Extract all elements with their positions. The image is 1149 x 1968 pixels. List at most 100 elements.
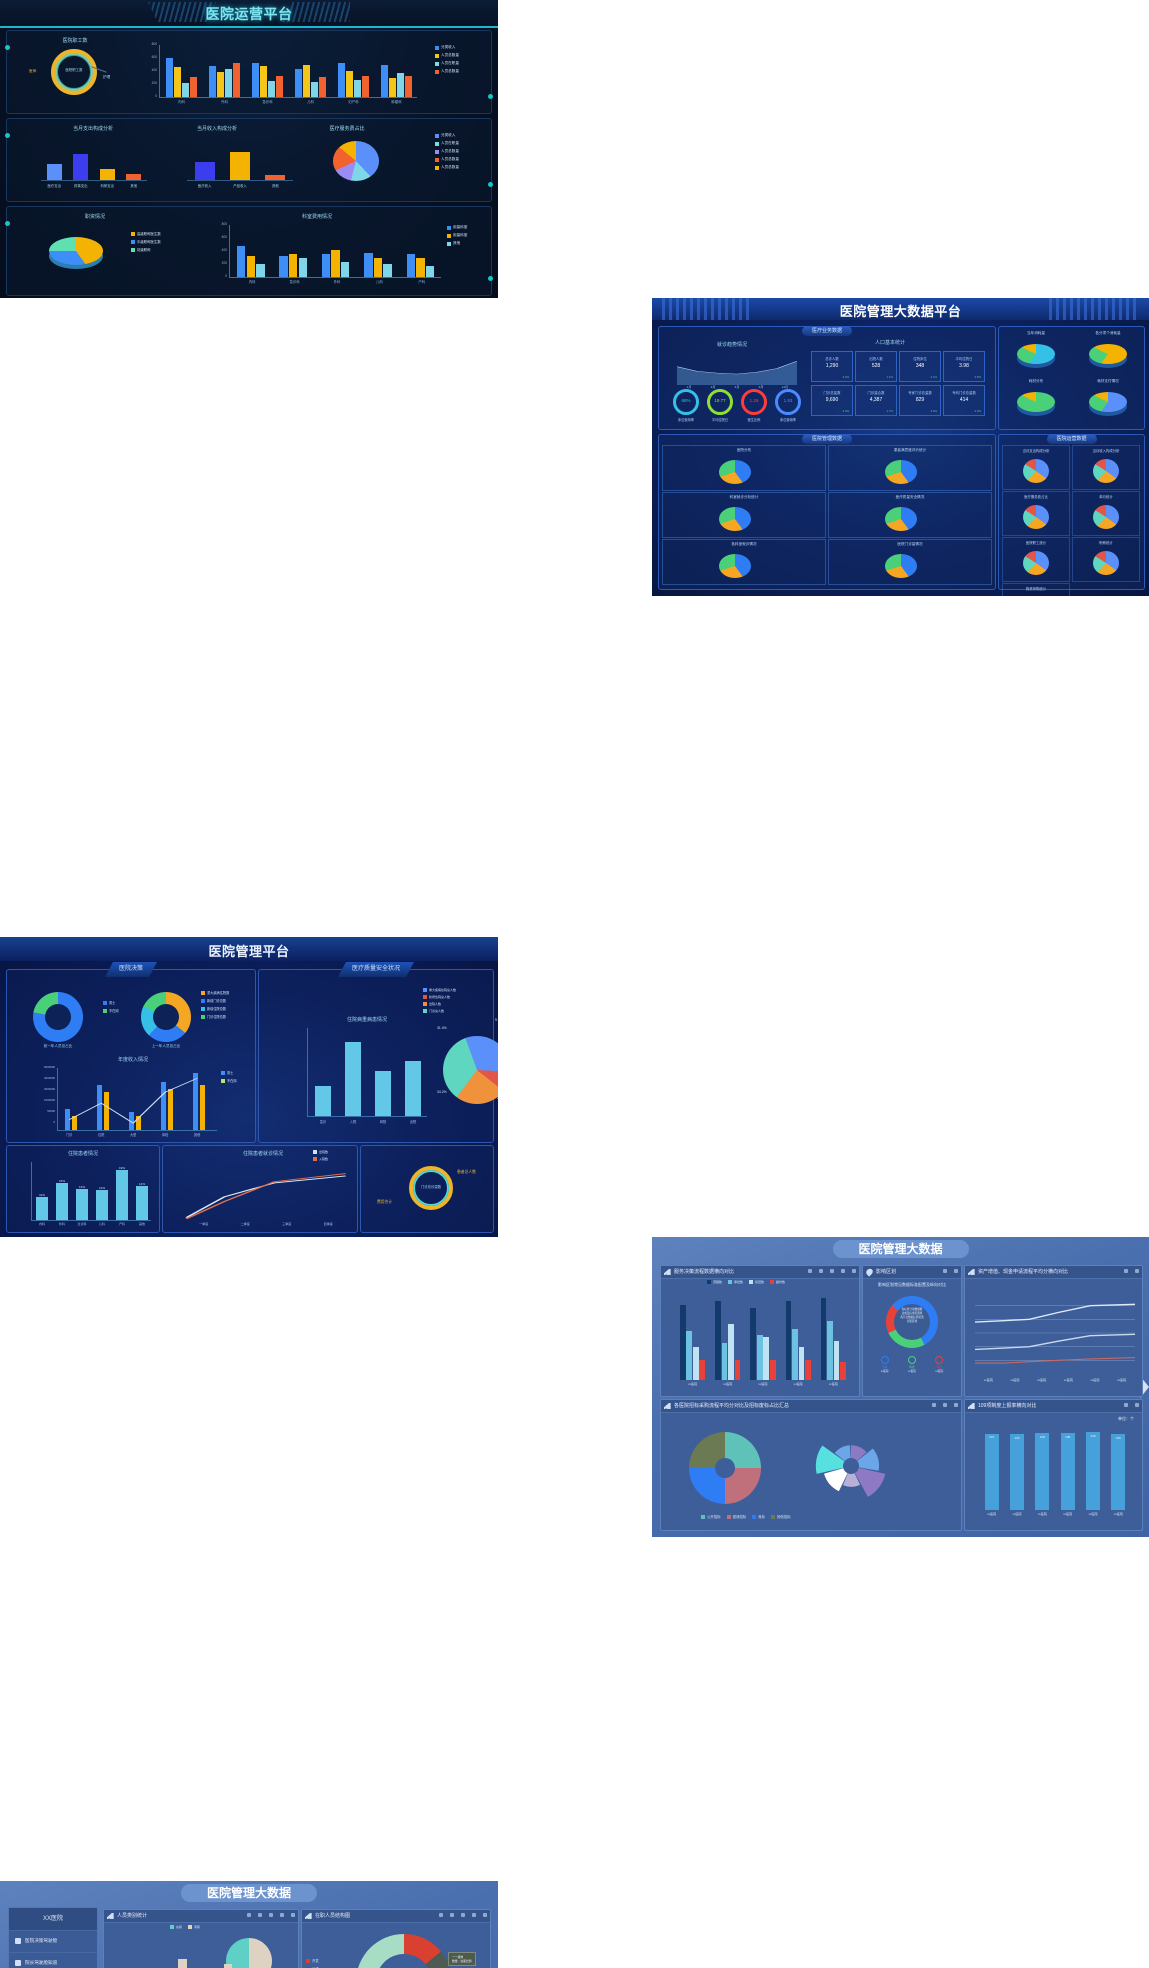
close-icon[interactable] (1135, 1403, 1139, 1407)
sidebar-item-home[interactable]: 医院决策驾驶舱 (9, 1930, 97, 1952)
legend-label: 公开招标 (707, 1514, 721, 1519)
refresh-icon[interactable] (247, 1913, 251, 1917)
legend-swatch (423, 1002, 427, 1006)
close-icon[interactable] (852, 1269, 856, 1273)
legend-swatch (201, 1007, 205, 1011)
settings-icon[interactable] (280, 1913, 284, 1917)
chart-title: 耗材支付情况 (1075, 379, 1141, 384)
pie3d-top (1089, 344, 1127, 364)
x-tick-label: xx医院 (829, 1382, 838, 1386)
card-toolbar[interactable] (808, 1269, 856, 1273)
prev-icon[interactable] (1124, 1269, 1128, 1273)
close-icon[interactable] (291, 1913, 295, 1917)
bar (224, 1964, 232, 1968)
card-body: 公开招标邀请招标竞标其他招标 (661, 1412, 961, 1530)
legend-label: 人员在职量 (441, 141, 459, 146)
kpi-delta: 4.0% (931, 409, 937, 413)
refresh-icon[interactable] (808, 1269, 812, 1273)
bar (331, 250, 339, 277)
bar (362, 76, 369, 97)
sidebar-item-chart[interactable]: 院长驾驶舱知道 (9, 1952, 97, 1968)
legend-item: 开发 (306, 1958, 319, 1963)
card-toolbar[interactable] (943, 1269, 958, 1273)
legend-item: 其他 (447, 241, 467, 246)
x-tick-label: 肿瘤科 (391, 99, 401, 104)
card-region-donut[interactable]: 影响区划 影响区划常见数据标准配置及纵向对比 各标准分项数据数达成及标准配置率各… (862, 1265, 962, 1397)
bar-value-label: 107 (989, 1435, 994, 1439)
bar (354, 80, 361, 97)
bar-value-label: 13% (79, 1185, 85, 1189)
section-label-hospital-decision: 医院决策 (105, 962, 157, 977)
card-staff-category-stats[interactable]: 人员类别统计 在职离职 (103, 1909, 299, 1968)
close-icon[interactable] (483, 1913, 487, 1917)
x-tick-label: 儿科 (99, 1222, 105, 1226)
inpatient-x-axis (307, 1116, 427, 1117)
prev-icon[interactable] (943, 1403, 947, 1407)
legend-swatch (435, 158, 439, 162)
refresh-icon[interactable] (932, 1403, 936, 1407)
close-icon[interactable] (954, 1403, 958, 1407)
section-hospital-management: 医院管理数据 医院分布患者满意度评价统计科室就诊分析统计医疗质量安全情况各科室就… (658, 434, 996, 590)
card-toolbar[interactable] (1124, 1403, 1139, 1407)
legend-swatch (435, 166, 439, 170)
legend-item: 出院人数 (423, 1002, 456, 1006)
bar (36, 1197, 47, 1220)
legend-item: 不在岗 (103, 1008, 119, 1013)
sidebar-menu[interactable]: 医院决策驾驶舱院长驾驶舱知道质量安全管理知道人力资源管理知道财务资产管理知道绩效… (9, 1930, 97, 1968)
card-tender-summary[interactable]: 各医院招标采购流程平均分对比及招标废标占比汇总 公开招标邀请招标竞标其他招标 (660, 1399, 962, 1531)
sidebar[interactable]: XX医院 医院决策驾驶舱院长驾驶舱知道质量安全管理知道人力资源管理知道财务资产管… (8, 1907, 98, 1968)
annual-legend: 男士不在岗 (221, 1070, 237, 1083)
bar (416, 258, 424, 277)
card-toolbar[interactable] (439, 1913, 487, 1917)
pie-value-label: 34.2% (437, 1090, 447, 1094)
bar (799, 1347, 805, 1380)
card-toolbar[interactable] (247, 1913, 295, 1917)
legend-swatch (435, 142, 439, 146)
legend-item: 在职 (170, 1925, 182, 1929)
legend-label: 流程数 (713, 1280, 722, 1284)
card-toolbar[interactable] (932, 1403, 958, 1407)
bar (426, 266, 434, 277)
close-icon[interactable] (1135, 1269, 1139, 1273)
download-icon[interactable] (830, 1269, 834, 1273)
kpi-value: 1,290 (812, 363, 852, 369)
panel-bigdata-hr-board[interactable]: 医院管理大数据 XX医院 医院决策驾驶舱院长驾驶舱知道质量安全管理知道人力资源管… (0, 1881, 498, 1968)
chart-title: 各分项个消耗量 (1075, 331, 1141, 336)
prev-icon[interactable] (1124, 1403, 1128, 1407)
x-tick-label: xx医院 (1064, 1378, 1073, 1382)
download-icon[interactable] (269, 1913, 273, 1917)
card-title: 资产增值、现金申请流程平均分横向对比 (978, 1268, 1068, 1275)
expand-icon[interactable] (819, 1269, 823, 1273)
chart-title-service-fee: 医疗服务费占比 (297, 125, 397, 132)
settings-icon[interactable] (472, 1913, 476, 1917)
y-tick-label: 0 (155, 94, 157, 98)
download-icon[interactable] (461, 1913, 465, 1917)
close-icon[interactable] (954, 1269, 958, 1273)
prev-icon[interactable] (943, 1269, 947, 1273)
tooltip: 一一级岗数量：在职比例 (448, 1952, 476, 1966)
card-title: 医院分布 (663, 448, 825, 453)
panel-hospital-management-platform[interactable]: 医院管理平台 医院决策 前一年人员总占比 男士不在岗 上一年人员总占比 重大疾病… (0, 937, 498, 1237)
settings-icon[interactable] (841, 1269, 845, 1273)
consumption-pies: 当年消耗量各分项个消耗量耗材分布耗材支付情况 (999, 331, 1144, 427)
card-toolbar[interactable] (1124, 1269, 1139, 1273)
chart-title-annual-income: 年度收入情况 (83, 1056, 183, 1063)
card-title: 医疗质量安全情况 (829, 495, 991, 500)
refresh-icon[interactable] (439, 1913, 443, 1917)
chart-title-visit-trend-3: 住院患者就诊情况 (213, 1150, 313, 1157)
expand-icon[interactable] (450, 1913, 454, 1917)
legend-label: 门诊总人数 (429, 1009, 444, 1013)
legend-label: 人员总数量 (441, 157, 459, 162)
y-tick-label: 0 (225, 274, 227, 278)
expand-icon[interactable] (258, 1913, 262, 1917)
